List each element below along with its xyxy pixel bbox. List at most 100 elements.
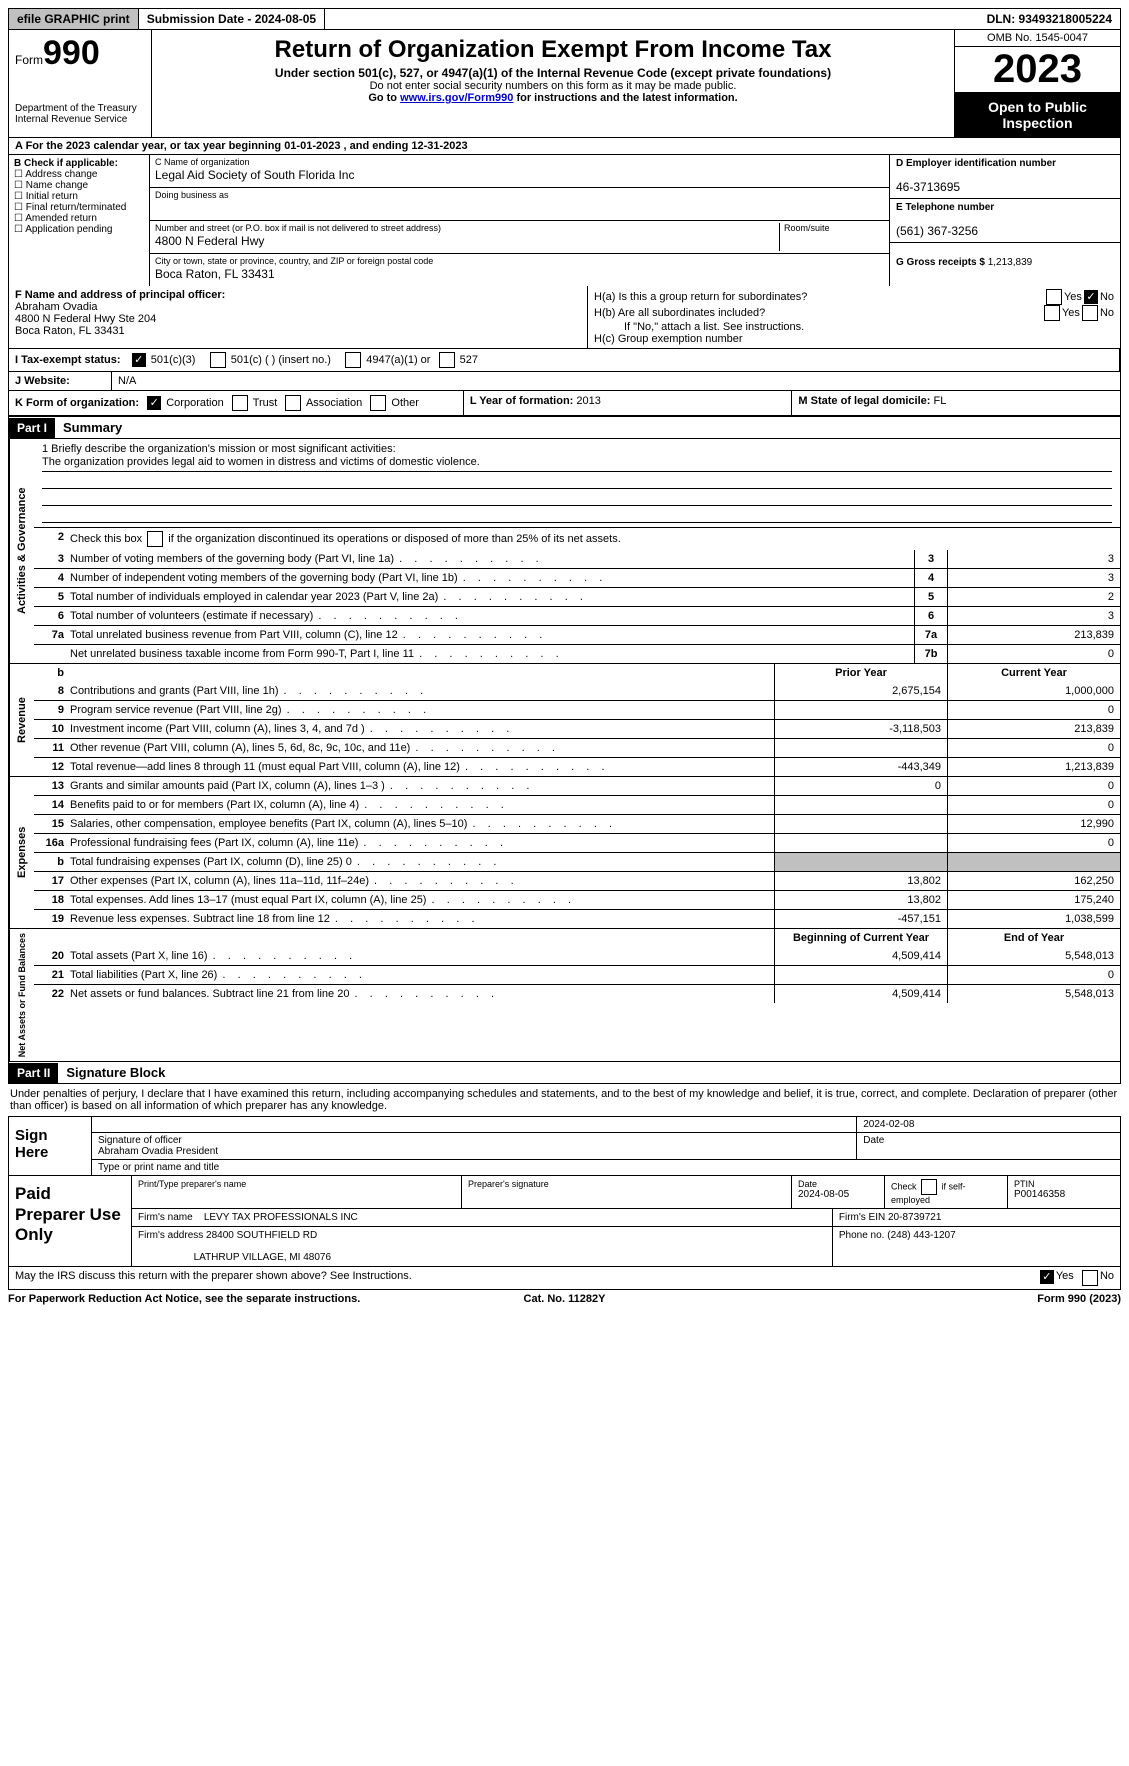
expense-row: 18Total expenses. Add lines 13–17 (must … bbox=[34, 890, 1120, 909]
paid-preparer-label: Paid Preparer Use Only bbox=[9, 1176, 132, 1266]
chk-address-change[interactable]: Address change bbox=[14, 169, 144, 180]
chk-trust[interactable] bbox=[232, 395, 248, 411]
expense-row: 19Revenue less expenses. Subtract line 1… bbox=[34, 909, 1120, 928]
irs-link[interactable]: www.irs.gov/Form990 bbox=[400, 92, 513, 104]
form-header: Form990 Department of the Treasury Inter… bbox=[8, 30, 1121, 138]
chk-other[interactable] bbox=[370, 395, 386, 411]
netasset-row: 21Total liabilities (Part X, line 26)0 bbox=[34, 965, 1120, 984]
chk-initial-return[interactable]: Initial return bbox=[14, 191, 144, 202]
governance-vlabel: Activities & Governance bbox=[9, 439, 34, 663]
omb-number: OMB No. 1545-0047 bbox=[955, 30, 1120, 47]
phone-value: (561) 367-3256 bbox=[896, 224, 978, 238]
website-label: J Website: bbox=[9, 372, 112, 390]
revenue-row: 8Contributions and grants (Part VIII, li… bbox=[34, 682, 1120, 700]
city-label: City or town, state or province, country… bbox=[155, 256, 433, 266]
street-address: 4800 N Federal Hwy bbox=[155, 234, 264, 248]
state-domicile: FL bbox=[934, 395, 947, 407]
hc-label: H(c) Group exemption number bbox=[594, 333, 1114, 345]
ptin: P00146358 bbox=[1014, 1189, 1065, 1200]
website-value: N/A bbox=[112, 372, 1120, 390]
hb-no-box[interactable] bbox=[1082, 305, 1098, 321]
tax-year: 2023 bbox=[955, 47, 1120, 93]
cat-no: Cat. No. 11282Y bbox=[379, 1293, 750, 1305]
perjury-statement: Under penalties of perjury, I declare th… bbox=[8, 1084, 1121, 1116]
dba-label: Doing business as bbox=[155, 190, 229, 200]
governance-row: 5Total number of individuals employed in… bbox=[34, 587, 1120, 606]
chk-discontinued[interactable] bbox=[147, 531, 163, 547]
chk-name-change[interactable]: Name change bbox=[14, 180, 144, 191]
netassets-vlabel: Net Assets or Fund Balances bbox=[9, 929, 34, 1061]
type-print-label: Type or print name and title bbox=[92, 1160, 1120, 1175]
firm-name: LEVY TAX PROFESSIONALS INC bbox=[204, 1212, 358, 1223]
chk-527[interactable] bbox=[439, 352, 455, 368]
mission-text: The organization provides legal aid to w… bbox=[42, 455, 1112, 472]
form-title: Return of Organization Exempt From Incom… bbox=[158, 36, 948, 64]
form-subtitle: Under section 501(c), 527, or 4947(a)(1)… bbox=[158, 66, 948, 80]
chk-application-pending[interactable]: Application pending bbox=[14, 224, 144, 235]
governance-row: 4Number of independent voting members of… bbox=[34, 568, 1120, 587]
tax-exempt-label: I Tax-exempt status: bbox=[15, 354, 121, 366]
ha-yes-box[interactable] bbox=[1046, 289, 1062, 305]
tax-year-line: A For the 2023 calendar year, or tax yea… bbox=[8, 138, 1121, 155]
discuss-no-box[interactable] bbox=[1082, 1270, 1098, 1286]
governance-row: 6Total number of volunteers (estimate if… bbox=[34, 606, 1120, 625]
chk-501c3[interactable]: ✓ bbox=[132, 353, 146, 367]
part1-label: Part I bbox=[9, 418, 55, 438]
discuss-yes-box[interactable]: ✓ bbox=[1040, 1270, 1054, 1284]
goto-link-row: Go to www.irs.gov/Form990 for instructio… bbox=[158, 92, 948, 104]
phone-label: E Telephone number bbox=[896, 202, 994, 213]
form-org-row: K Form of organization: ✓ Corporation Tr… bbox=[8, 391, 1121, 416]
city-state-zip: Boca Raton, FL 33431 bbox=[155, 267, 275, 281]
revenue-section: Revenue b Prior Year Current Year 8Contr… bbox=[8, 664, 1121, 777]
netassets-section: Net Assets or Fund Balances Beginning of… bbox=[8, 929, 1121, 1062]
box-b-label: B Check if applicable: bbox=[14, 158, 144, 169]
revenue-row: 10Investment income (Part VIII, column (… bbox=[34, 719, 1120, 738]
end-year-header: End of Year bbox=[947, 929, 1120, 947]
ein-value: 46-3713695 bbox=[896, 180, 960, 194]
header-info-block: B Check if applicable: Address change Na… bbox=[8, 155, 1121, 286]
form-org-label: K Form of organization: bbox=[15, 397, 139, 409]
chk-4947[interactable] bbox=[345, 352, 361, 368]
dept-treasury: Department of the Treasury Internal Reve… bbox=[15, 103, 145, 125]
chk-amended-return[interactable]: Amended return bbox=[14, 213, 144, 224]
officer-addr2: Boca Raton, FL 33431 bbox=[15, 325, 125, 337]
chk-final-return[interactable]: Final return/terminated bbox=[14, 202, 144, 213]
year-formation: 2013 bbox=[576, 395, 600, 407]
begin-year-header: Beginning of Current Year bbox=[774, 929, 947, 947]
room-label: Room/suite bbox=[784, 223, 830, 233]
current-year-header: Current Year bbox=[947, 664, 1120, 682]
chk-501c[interactable] bbox=[210, 352, 226, 368]
pra-notice: For Paperwork Reduction Act Notice, see … bbox=[8, 1293, 379, 1305]
part2-label: Part II bbox=[9, 1063, 58, 1083]
prior-year-header: Prior Year bbox=[774, 664, 947, 682]
part2-title: Signature Block bbox=[58, 1062, 173, 1083]
revenue-row: 11Other revenue (Part VIII, column (A), … bbox=[34, 738, 1120, 757]
officer-name: Abraham Ovadia bbox=[15, 301, 98, 313]
tax-exempt-row: I Tax-exempt status: ✓ 501(c)(3) 501(c) … bbox=[8, 349, 1121, 372]
submission-date: Submission Date - 2024-08-05 bbox=[139, 9, 325, 29]
open-public-inspection: Open to Public Inspection bbox=[955, 93, 1120, 137]
revenue-row: 12Total revenue—add lines 8 through 11 (… bbox=[34, 757, 1120, 776]
ha-no-box[interactable]: ✓ bbox=[1084, 290, 1098, 304]
hb-note: If "No," attach a list. See instructions… bbox=[594, 321, 1114, 333]
chk-assoc[interactable] bbox=[285, 395, 301, 411]
sign-here-block: Sign Here 2024-02-08 Signature of office… bbox=[8, 1116, 1121, 1176]
firm-addr1: 28400 SOUTHFIELD RD bbox=[206, 1230, 317, 1241]
ha-label: H(a) Is this a group return for subordin… bbox=[594, 291, 1044, 303]
firm-addr2: LATHRUP VILLAGE, MI 48076 bbox=[194, 1252, 331, 1263]
paid-preparer-block: Paid Preparer Use Only Print/Type prepar… bbox=[8, 1176, 1121, 1267]
officer-addr1: 4800 N Federal Hwy Ste 204 bbox=[15, 313, 156, 325]
form-ref: Form 990 (2023) bbox=[750, 1293, 1121, 1305]
line2: Check this box if the organization disco… bbox=[66, 528, 1120, 550]
dln-number: DLN: 93493218005224 bbox=[979, 9, 1120, 29]
expense-row: 14Benefits paid to or for members (Part … bbox=[34, 795, 1120, 814]
hb-yes-box[interactable] bbox=[1044, 305, 1060, 321]
discuss-text: May the IRS discuss this return with the… bbox=[15, 1270, 1038, 1286]
chk-corp[interactable]: ✓ bbox=[147, 396, 161, 410]
netasset-row: 20Total assets (Part X, line 16)4,509,41… bbox=[34, 947, 1120, 965]
firm-ein: 20-8739721 bbox=[888, 1212, 941, 1223]
expense-row: bTotal fundraising expenses (Part IX, co… bbox=[34, 852, 1120, 871]
chk-self-employed[interactable] bbox=[921, 1179, 937, 1195]
expenses-vlabel: Expenses bbox=[9, 777, 34, 928]
governance-section: Activities & Governance 1 Briefly descri… bbox=[8, 439, 1121, 664]
